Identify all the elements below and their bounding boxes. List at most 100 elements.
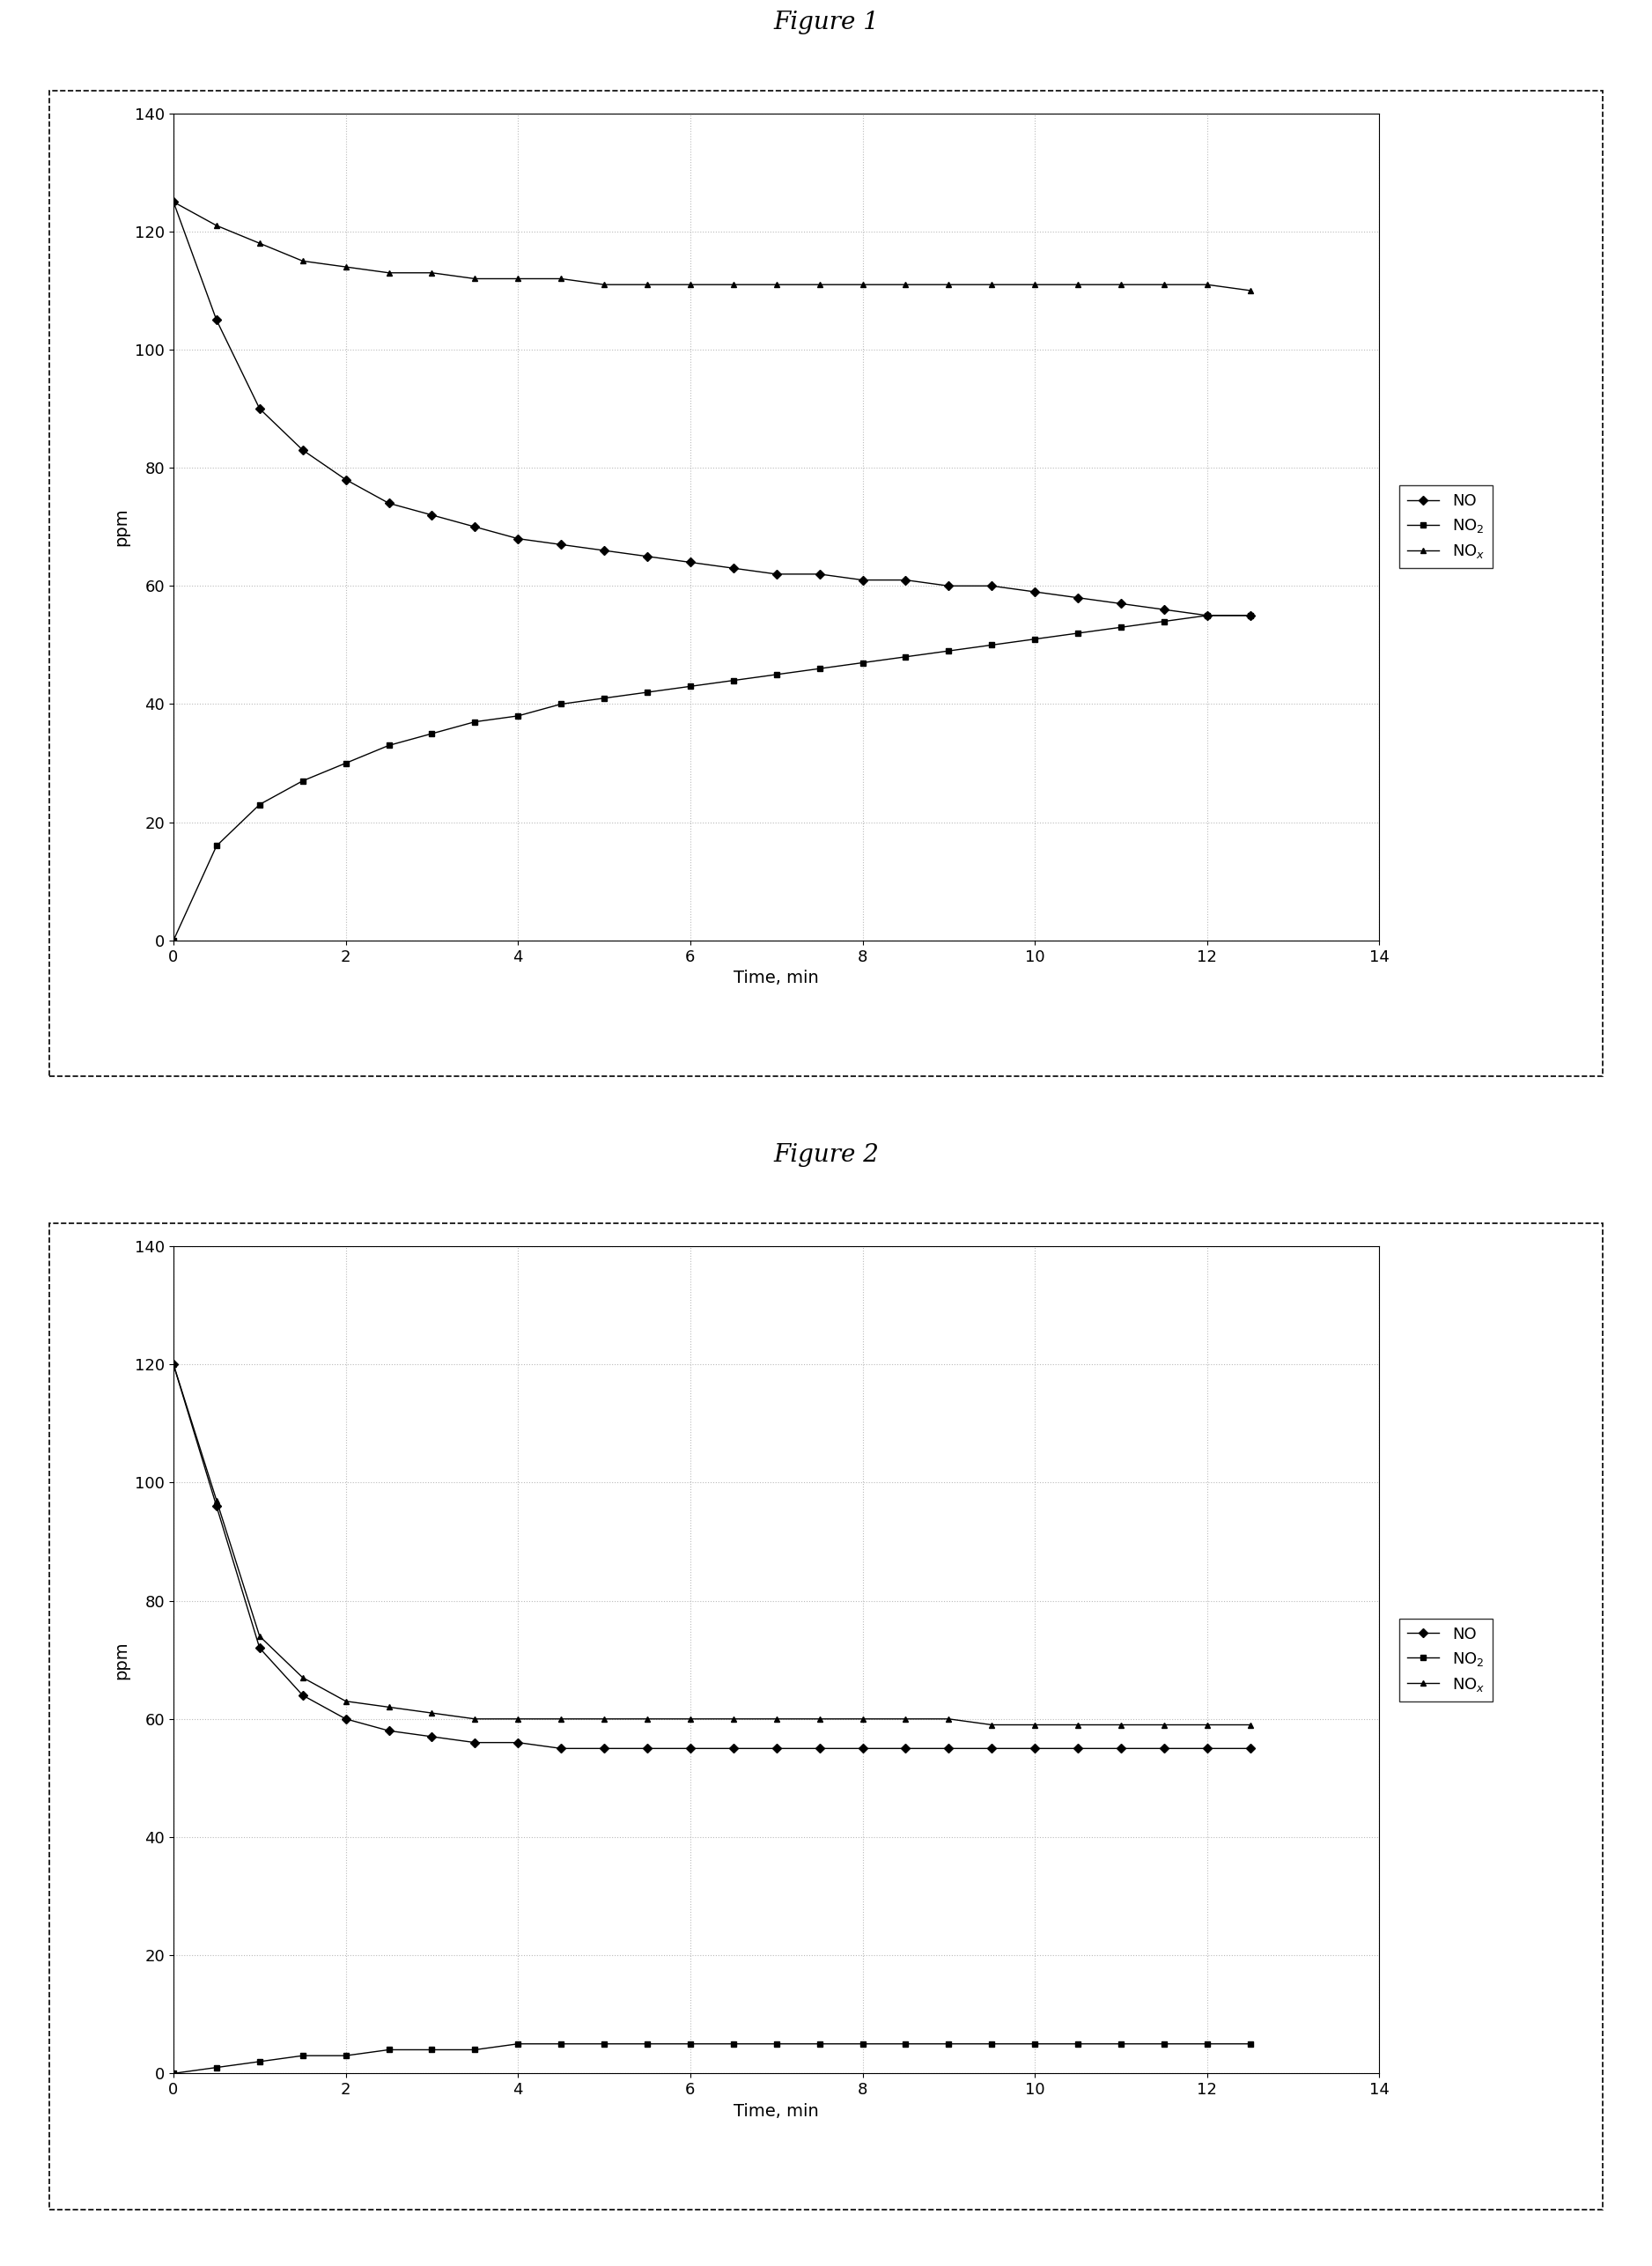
NO$_x$ <box>638 1706 657 1733</box>
NO$_2$ <box>1112 614 1132 641</box>
NO <box>552 1736 572 1763</box>
NO$_x$ <box>1024 1711 1044 1738</box>
X-axis label: Time, min: Time, min <box>733 970 819 986</box>
NO <box>1112 1736 1132 1763</box>
NO$_2$ <box>809 2030 829 2058</box>
NO <box>509 526 529 553</box>
NO <box>895 566 915 594</box>
NO <box>421 1722 441 1749</box>
NO <box>595 537 615 564</box>
Line: NO$_x$: NO$_x$ <box>170 1362 1254 1729</box>
NO$_2$ <box>595 684 615 712</box>
NO <box>767 560 786 587</box>
Line: NO: NO <box>170 1362 1254 1752</box>
NO$_2$ <box>1155 607 1175 634</box>
NO$_2$ <box>552 691 572 718</box>
NO <box>1198 1736 1218 1763</box>
NO$_x$ <box>378 258 398 286</box>
NO$_x$ <box>552 1706 572 1733</box>
NO$_2$ <box>1241 603 1260 630</box>
NO$_2$ <box>249 791 269 818</box>
NO$_2$ <box>206 832 226 859</box>
NO <box>852 1736 872 1763</box>
NO <box>552 530 572 557</box>
NO <box>249 1634 269 1661</box>
NO$_x$ <box>164 188 183 215</box>
NO$_2$ <box>335 750 355 777</box>
NO$_x$ <box>421 1700 441 1727</box>
NO$_2$ <box>724 2030 743 2058</box>
Line: NO$_2$: NO$_2$ <box>170 2042 1254 2076</box>
NO <box>249 394 269 421</box>
NO$_2$ <box>1112 2030 1132 2058</box>
NO <box>595 1736 615 1763</box>
NO$_x$ <box>1024 272 1044 299</box>
NO$_2$ <box>292 2042 312 2069</box>
NO$_2$ <box>1067 619 1087 646</box>
NO$_x$ <box>895 1706 915 1733</box>
NO <box>1155 1736 1175 1763</box>
NO$_2$ <box>164 927 183 954</box>
NO$_x$ <box>809 1706 829 1733</box>
NO <box>1112 589 1132 616</box>
NO <box>852 566 872 594</box>
NO <box>767 1736 786 1763</box>
NO$_x$ <box>852 272 872 299</box>
NO$_x$ <box>1067 1711 1087 1738</box>
NO$_2$ <box>638 680 657 707</box>
NO$_2$ <box>681 673 700 700</box>
NO <box>938 573 958 600</box>
NO <box>1198 603 1218 630</box>
NO$_2$ <box>681 2030 700 2058</box>
NO$_2$ <box>335 2042 355 2069</box>
NO <box>206 1493 226 1520</box>
NO <box>1241 603 1260 630</box>
NO$_x$ <box>1241 1711 1260 1738</box>
NO$_x$ <box>767 272 786 299</box>
NO$_x$ <box>206 1486 226 1514</box>
NO$_2$ <box>595 2030 615 2058</box>
NO <box>938 1736 958 1763</box>
NO <box>378 1718 398 1745</box>
NO$_x$ <box>1198 1711 1218 1738</box>
NO <box>681 548 700 576</box>
NO$_x$ <box>509 1706 529 1733</box>
NO$_2$ <box>1155 2030 1175 2058</box>
NO$_2$ <box>464 709 484 736</box>
Legend: NO, NO$_2$, NO$_x$: NO, NO$_2$, NO$_x$ <box>1399 485 1493 569</box>
NO$_2$ <box>638 2030 657 2058</box>
NO$_2$ <box>767 662 786 689</box>
NO <box>981 1736 1001 1763</box>
NO <box>164 188 183 215</box>
NO$_x$ <box>981 272 1001 299</box>
NO$_2$ <box>164 2060 183 2087</box>
NO <box>1241 1736 1260 1763</box>
NO$_2$ <box>249 2048 269 2076</box>
NO <box>1067 1736 1087 1763</box>
NO$_2$ <box>464 2037 484 2064</box>
NO$_x$ <box>1067 272 1087 299</box>
NO$_2$ <box>421 721 441 748</box>
NO$_2$ <box>895 2030 915 2058</box>
NO$_x$ <box>681 1706 700 1733</box>
NO$_x$ <box>1112 272 1132 299</box>
NO <box>335 1706 355 1733</box>
NO$_x$ <box>249 229 269 256</box>
NO <box>206 306 226 333</box>
NO$_x$ <box>938 1706 958 1733</box>
NO$_2$ <box>292 768 312 795</box>
NO$_2$ <box>206 2053 226 2080</box>
Line: NO$_2$: NO$_2$ <box>170 612 1254 943</box>
NO$_x$ <box>1241 276 1260 304</box>
NO <box>1024 578 1044 605</box>
NO <box>895 1736 915 1763</box>
Y-axis label: ppm: ppm <box>114 508 131 546</box>
NO <box>509 1729 529 1756</box>
NO$_x$ <box>164 1351 183 1378</box>
NO$_2$ <box>1198 603 1218 630</box>
NO$_x$ <box>938 272 958 299</box>
NO$_2$ <box>552 2030 572 2058</box>
NO$_x$ <box>681 272 700 299</box>
NO$_2$ <box>1067 2030 1087 2058</box>
NO$_x$ <box>767 1706 786 1733</box>
